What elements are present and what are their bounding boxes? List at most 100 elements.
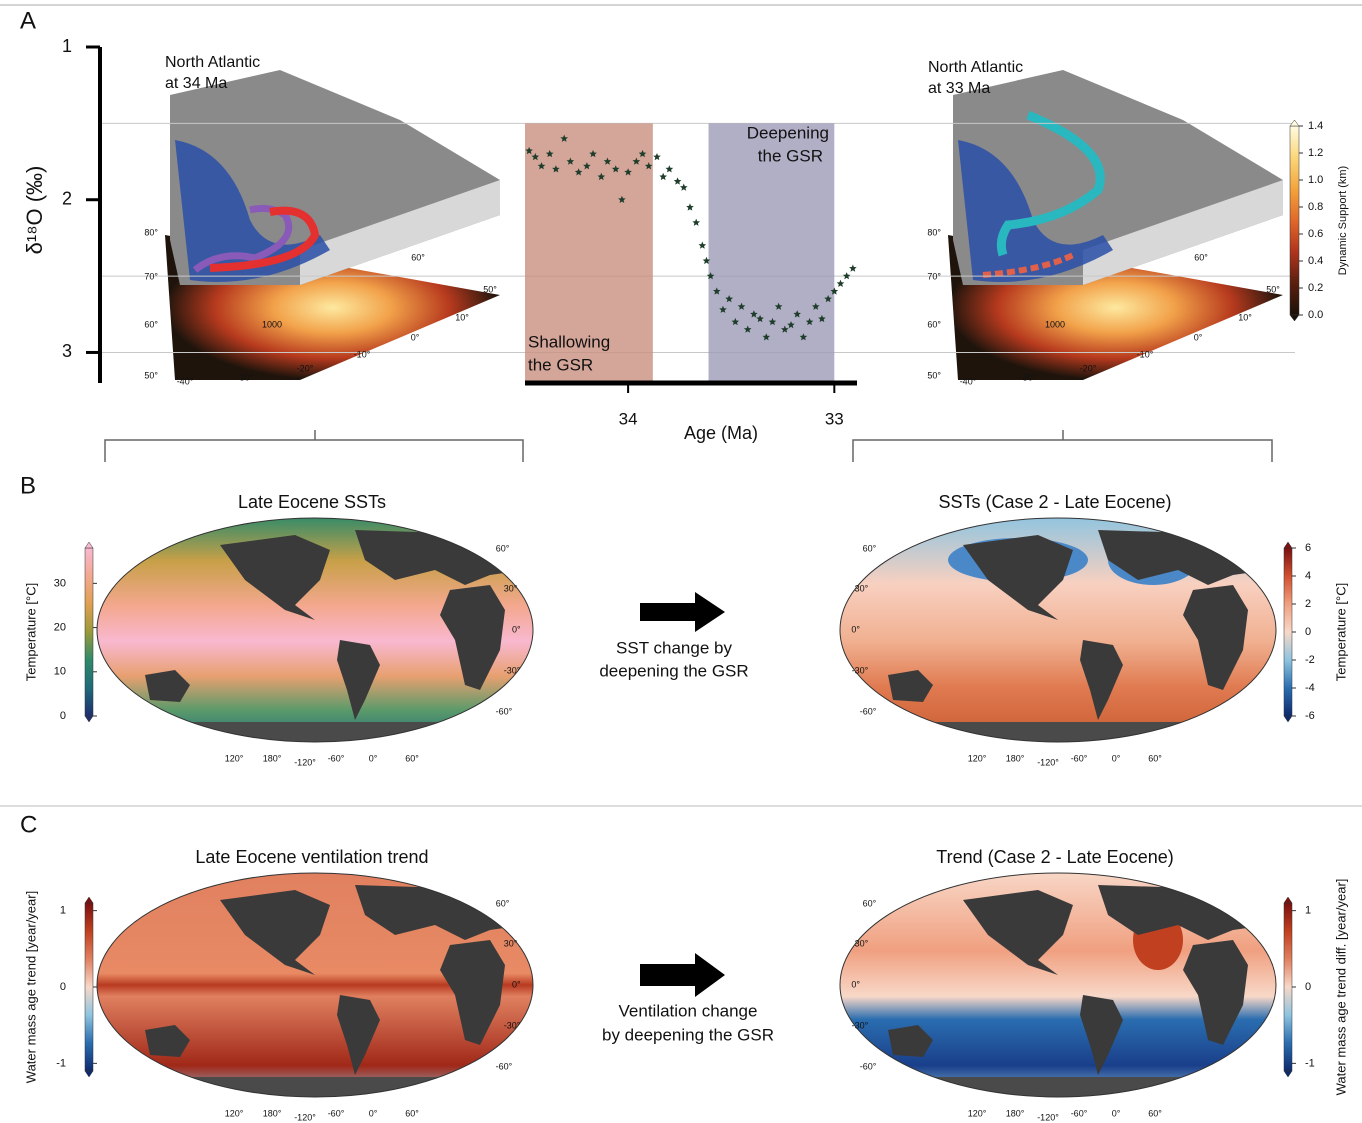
colorbar-end [85, 716, 93, 722]
lat-label: -60° [496, 706, 513, 716]
lat-label: 30° [855, 583, 869, 593]
colorbar-tick-label: -6 [1305, 710, 1315, 722]
inset-title: at 33 Ma [928, 80, 990, 97]
lon-label: 0° [369, 1108, 378, 1118]
lon-label: 60° [1148, 753, 1162, 763]
inset-lon-label: -20° [1080, 363, 1097, 373]
lon-label: 180° [263, 753, 282, 763]
data-point [659, 173, 667, 180]
y-tick-label: 2 [62, 188, 72, 208]
data-point [849, 265, 857, 272]
lat-label: -60° [860, 706, 877, 716]
lon-label: 0° [369, 753, 378, 763]
lon-label: 120° [225, 753, 244, 763]
panel-label: C [20, 811, 37, 838]
map-title: Late Eocene SSTs [238, 492, 386, 512]
inset-lon-label: 0° [411, 332, 420, 342]
colorbar-end [85, 1071, 93, 1077]
lon-label: 180° [263, 1108, 282, 1118]
map-title: SSTs (Case 2 - Late Eocene) [938, 492, 1171, 512]
map-fill [838, 515, 1278, 745]
lat-label: 0° [851, 979, 860, 989]
lon-label: 0° [1112, 1108, 1121, 1118]
colorbar-tick-label: 1.0 [1308, 174, 1323, 186]
data-point [699, 242, 707, 249]
inset-lon-label: -10° [1137, 349, 1154, 359]
colorbar-label: Temperature [°C] [23, 583, 38, 681]
lon-label: -60° [328, 1108, 345, 1118]
inset-lat-label: 80° [144, 227, 158, 237]
lon-label: 180° [1006, 1108, 1025, 1118]
inset-lon-label: -30° [1020, 372, 1037, 382]
lat-label: 60° [863, 898, 877, 908]
lon-label: 60° [405, 753, 419, 763]
colorbar-tick-label: -4 [1305, 682, 1315, 694]
data-point [692, 219, 700, 226]
lat-label: 60° [496, 543, 510, 553]
transition-text: Ventilation change [619, 1001, 758, 1020]
colorbar-tick-label: 0.2 [1308, 282, 1323, 294]
colorbar-tick-label: 6 [1305, 542, 1311, 554]
inset-lat-label: 60° [927, 319, 941, 329]
data-point [666, 165, 674, 172]
world-map [838, 870, 1278, 1100]
span-label: the GSR [528, 355, 593, 374]
colorbar-tick-label: 10 [54, 666, 66, 678]
colorbar-label: Temperature [°C] [1333, 583, 1348, 681]
lat-label: -30° [504, 1020, 521, 1030]
colorbar-label: Dynamic Support (km) [1337, 166, 1349, 275]
colorbar-tick-label: 30 [54, 577, 66, 589]
colorbar-label: Water mass age trend [year/year] [23, 891, 38, 1083]
colorbar-tick-label: 0.4 [1308, 255, 1323, 267]
lat-label: -60° [860, 1061, 877, 1071]
inset-lat-label: 70° [144, 271, 158, 281]
lat-label: -30° [852, 1020, 869, 1030]
lat-label: -30° [504, 665, 521, 675]
lat-label: -60° [496, 1061, 513, 1071]
lat-label: 30° [504, 583, 518, 593]
inset-title: at 34 Ma [165, 75, 227, 92]
lon-label: 0° [1112, 753, 1121, 763]
world-map [838, 515, 1278, 745]
colorbar-tick-label: 0.8 [1308, 201, 1323, 213]
colorbar-end [85, 897, 93, 903]
colorbar-tick-label: 2 [1305, 598, 1311, 610]
inset-lon-label: -40° [177, 376, 194, 386]
lon-label: -60° [328, 753, 345, 763]
colorbar [85, 903, 93, 1071]
x-axis-label: Age (Ma) [684, 423, 758, 443]
inset-left [165, 70, 500, 380]
data-point [686, 203, 694, 210]
transition-text: deepening the GSR [599, 661, 748, 680]
colorbar-tick-label: 0.6 [1308, 228, 1323, 240]
inset-lat-label: 70° [927, 271, 941, 281]
colorbar [1290, 126, 1299, 315]
inset-lon-label: 60° [1194, 252, 1208, 262]
data-point [837, 280, 845, 287]
arrow [640, 592, 725, 632]
data-point [653, 153, 661, 160]
inset-lon-label: 60° [411, 252, 425, 262]
colorbar-tick-label: 0 [60, 981, 66, 993]
colorbar-tick-label: 1.4 [1308, 120, 1323, 132]
colorbar-tick-label: 4 [1305, 570, 1311, 582]
bracket [105, 430, 523, 462]
colorbar-tick-label: -2 [1305, 654, 1315, 666]
lon-label: -120° [1037, 757, 1059, 767]
lat-label: 30° [855, 938, 869, 948]
lon-label: 120° [968, 753, 987, 763]
colorbar-end [1284, 897, 1292, 903]
inset-title: North Atlantic [928, 59, 1023, 76]
lon-label: -60° [1071, 1108, 1088, 1118]
inset-lon-label: -10° [354, 349, 371, 359]
colorbar-end [85, 542, 93, 548]
lon-label: -120° [1037, 1112, 1059, 1122]
inset-title: North Atlantic [165, 54, 260, 71]
colorbar-tick-label: 1 [1305, 905, 1311, 917]
lat-label: 60° [863, 543, 877, 553]
inset-lon-label: -20° [297, 363, 314, 373]
inset-lat-label: 60° [144, 319, 158, 329]
lon-label: 120° [225, 1108, 244, 1118]
inset-lat-label: 50° [927, 370, 941, 380]
y-tick-label: 3 [62, 341, 72, 361]
